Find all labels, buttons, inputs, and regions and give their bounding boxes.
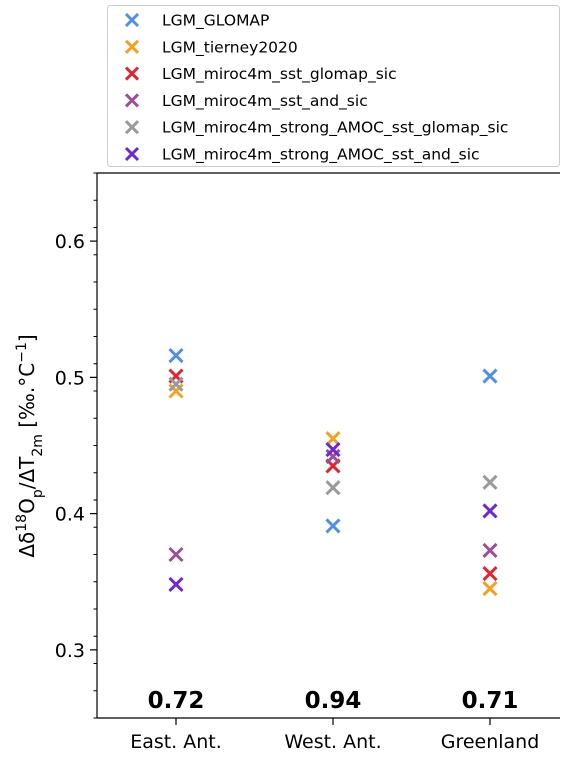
y-axis-label: Δδ18Op/ΔT2m [‰.°C−1] xyxy=(14,334,46,557)
data-marks xyxy=(168,348,498,597)
point-series5-cat2 xyxy=(325,480,341,496)
x-tick-label-1: East. Ant. xyxy=(130,731,222,753)
annotation-3: 0.71 xyxy=(462,688,519,714)
legend-label-6: LGM_miroc4m_strong_AMOC_sst_and_sic xyxy=(162,146,480,165)
legend-marker-5 xyxy=(124,120,140,135)
legend-marker-2 xyxy=(124,39,140,54)
legend-marker-3 xyxy=(124,66,140,81)
point-series6-cat1 xyxy=(168,576,184,593)
annotation-1: 0.72 xyxy=(148,688,205,714)
point-series5-cat3 xyxy=(482,474,498,490)
legend-label-2: LGM_tierney2020 xyxy=(162,38,298,57)
y-tick-label-2: 0.4 xyxy=(55,504,85,526)
point-series3-cat3 xyxy=(482,566,498,582)
x-tick-label-2: West. Ant. xyxy=(284,731,381,753)
legend-label-1: LGM_GLOMAP xyxy=(162,12,269,31)
point-series2-cat3 xyxy=(482,581,498,597)
legend-marker-6 xyxy=(124,146,140,162)
point-series1-cat3 xyxy=(482,368,498,384)
point-series5-cat1 xyxy=(168,376,184,392)
y-tick-label-1: 0.3 xyxy=(55,640,85,662)
legend-marker-1 xyxy=(124,12,140,28)
point-series1-cat2 xyxy=(325,518,341,534)
point-series2-cat1 xyxy=(168,383,184,399)
annotation-2: 0.94 xyxy=(305,688,362,714)
legend-label-5: LGM_miroc4m_strong_AMOC_sst_glomap_sic xyxy=(162,119,508,138)
point-series6-cat3 xyxy=(482,503,498,519)
annotations: 0.72 0.94 0.71 xyxy=(148,688,519,714)
legend: LGM_GLOMAP LGM_tierney2020 LGM_miroc4m_sst… xyxy=(107,5,560,167)
legend-label-3: LGM_miroc4m_sst_glomap_sic xyxy=(162,65,397,84)
point-series6-cat2 xyxy=(325,442,341,458)
plot-axes: 0.3 0.4 0.5 0.6 East. Ant. West. Ant. Greenlan… xyxy=(55,172,560,753)
y-tick-label-3: 0.5 xyxy=(55,367,85,389)
point-series2-cat2 xyxy=(325,431,341,447)
x-tick-label-3: Greenland xyxy=(441,731,540,753)
legend-frame xyxy=(107,5,560,167)
point-series4-cat3 xyxy=(482,542,498,558)
point-series1-cat1 xyxy=(168,348,184,364)
legend-marker-4 xyxy=(124,93,140,108)
y-tick-label-4: 0.6 xyxy=(55,231,85,253)
legend-label-4: LGM_miroc4m_sst_and_sic xyxy=(162,92,368,111)
point-series4-cat2 xyxy=(325,448,341,464)
point-series4-cat1 xyxy=(168,546,184,563)
